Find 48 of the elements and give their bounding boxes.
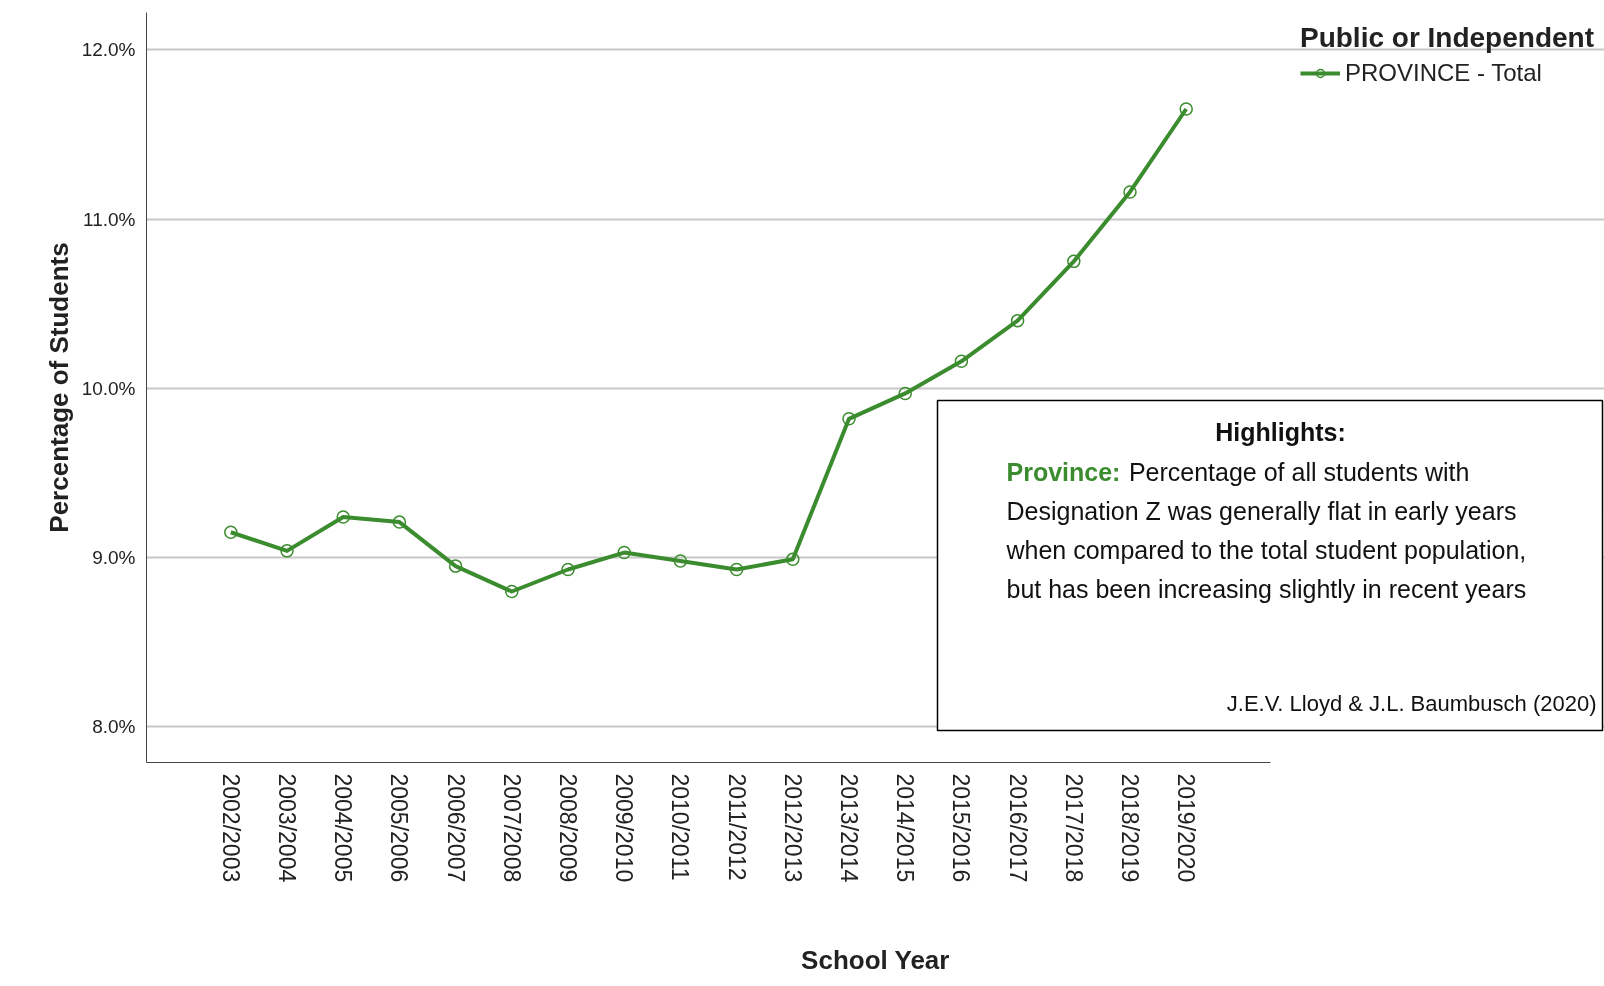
x-tick-label: 2016/2017 bbox=[1004, 773, 1031, 883]
text: Highlights: bbox=[1215, 417, 1346, 446]
point bbox=[954, 354, 969, 368]
point bbox=[561, 562, 575, 577]
point bbox=[392, 515, 407, 529]
point bbox=[1179, 102, 1193, 116]
point bbox=[1067, 254, 1081, 269]
text: J.E.V. Lloyd & J.L. Baumbusch (2020) bbox=[1226, 690, 1597, 716]
x-tick-label: 2009/2010 bbox=[611, 773, 638, 883]
point bbox=[842, 412, 856, 426]
point bbox=[224, 525, 238, 539]
point bbox=[617, 545, 631, 560]
x-tick-label: 2011/2012 bbox=[723, 773, 750, 881]
x-tick-label: 2015/2016 bbox=[948, 773, 975, 883]
point bbox=[1010, 313, 1025, 328]
point bbox=[673, 554, 688, 568]
x-tick-label: 2014/2015 bbox=[892, 773, 919, 883]
x-tick-label: 2003/2004 bbox=[274, 773, 300, 883]
x-tick-label: 2013/2014 bbox=[836, 773, 862, 883]
y-tick-label: 10.0% bbox=[81, 377, 136, 399]
x-tick-label: 2012/2013 bbox=[779, 773, 806, 883]
y-tick-label: 9.0% bbox=[92, 547, 136, 569]
x-tick-label: 2002/2003 bbox=[217, 773, 244, 883]
point bbox=[1123, 185, 1137, 199]
y-tick-label: 12.0% bbox=[81, 39, 136, 61]
point bbox=[786, 552, 800, 567]
point bbox=[729, 562, 744, 577]
point bbox=[448, 559, 463, 573]
x-tick-label: 2004/2005 bbox=[330, 773, 357, 883]
x-tick-label: 2005/2006 bbox=[386, 773, 413, 883]
point bbox=[280, 544, 294, 558]
point bbox=[505, 584, 519, 599]
x-tick-label: 2007/2008 bbox=[498, 773, 525, 883]
y-tick-label: 8.0% bbox=[92, 716, 136, 738]
x-tick-label: 2006/2007 bbox=[442, 773, 469, 883]
x-tick-label: 2018/2019 bbox=[1117, 773, 1143, 883]
x-tick-label: 2017/2018 bbox=[1060, 773, 1087, 883]
y-tick-label: 11.0% bbox=[83, 208, 136, 230]
annotation: Province: Percentage of all students with Designation Z was generally flat in early years when compared to the total student population, but has been increasing slightly in recent years bbox=[1005, 457, 1527, 603]
x-axis-title: School Year bbox=[801, 945, 950, 976]
legend-title: Public or Independent bbox=[1299, 22, 1594, 54]
x-tick-label: 2008/2009 bbox=[555, 773, 581, 883]
x-tick-label: 2010/2011 bbox=[667, 773, 694, 881]
x-tick-label: 2019/2020 bbox=[1173, 773, 1200, 883]
point bbox=[336, 510, 350, 524]
point bbox=[898, 386, 912, 401]
legend-label: PROVINCE - Total bbox=[1344, 59, 1542, 87]
y-axis-title: Percentage of Students bbox=[43, 242, 74, 533]
